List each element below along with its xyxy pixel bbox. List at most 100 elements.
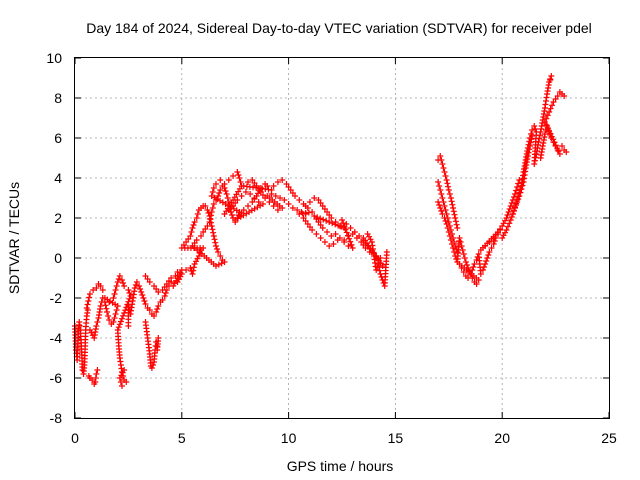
- y-tick-label: 4: [54, 170, 62, 186]
- data-point: [503, 215, 510, 221]
- data-point: [453, 221, 460, 228]
- data-point: [187, 233, 194, 239]
- data-point: [236, 175, 243, 181]
- data-point: [526, 138, 533, 145]
- data-point: [125, 287, 132, 293]
- data-point: [168, 275, 175, 281]
- data-point: [552, 142, 559, 149]
- data-point: [451, 211, 458, 218]
- data-point: [544, 124, 551, 131]
- data-point: [473, 281, 480, 287]
- data-point: [543, 121, 550, 128]
- data-point: [324, 229, 331, 235]
- data-point: [268, 191, 275, 197]
- data-point: [117, 318, 124, 325]
- data-point: [448, 198, 455, 205]
- data-point: [292, 193, 299, 199]
- data-point: [86, 294, 93, 301]
- data-point: [138, 289, 145, 295]
- data-point: [441, 169, 448, 175]
- data-point: [517, 186, 524, 193]
- data-point: [376, 267, 383, 274]
- data-point: [482, 243, 489, 249]
- y-tick-label: -8: [50, 410, 63, 426]
- data-point: [543, 115, 550, 122]
- data-point: [222, 188, 229, 194]
- data-point: [208, 193, 215, 199]
- data-point: [118, 383, 125, 389]
- data-point: [214, 246, 221, 252]
- data-point: [114, 279, 121, 285]
- data-point: [183, 267, 190, 273]
- data-point: [329, 220, 336, 227]
- data-point: [343, 229, 350, 236]
- data-point: [360, 235, 367, 241]
- y-tick-label: -2: [50, 290, 63, 306]
- data-point: [281, 197, 288, 203]
- data-point: [321, 239, 328, 245]
- data-point: [309, 227, 316, 233]
- data-point: [443, 221, 450, 227]
- data-point: [217, 187, 224, 193]
- data-point: [446, 191, 453, 197]
- data-point: [513, 187, 520, 194]
- data-point: [274, 179, 281, 185]
- data-point: [238, 193, 245, 199]
- data-point: [120, 312, 127, 319]
- data-point: [113, 283, 120, 289]
- data-point: [264, 183, 271, 189]
- data-point: [209, 189, 216, 195]
- data-point: [187, 265, 194, 271]
- data-point: [339, 217, 345, 223]
- data-point: [467, 271, 474, 277]
- data-point: [548, 73, 555, 79]
- data-point: [332, 221, 339, 228]
- data-point: [490, 241, 497, 247]
- data-point: [438, 208, 445, 214]
- data-point: [345, 233, 352, 239]
- data-point: [445, 183, 452, 190]
- data-point: [326, 243, 333, 249]
- data-point: [442, 173, 449, 179]
- data-point: [151, 313, 158, 319]
- data-point: [504, 223, 511, 230]
- data-point: [217, 253, 224, 259]
- data-point: [270, 203, 277, 209]
- data-point: [228, 212, 235, 218]
- data-point: [240, 183, 247, 189]
- data-point: [235, 172, 242, 178]
- data-point: [443, 177, 450, 183]
- data-point: [245, 179, 252, 185]
- data-point: [193, 215, 200, 221]
- data-point: [458, 265, 465, 271]
- data-point: [224, 195, 231, 201]
- data-point: [101, 295, 108, 301]
- data-point: [110, 319, 117, 325]
- data-point: [245, 203, 252, 209]
- data-point: [121, 367, 128, 373]
- data-point: [477, 271, 484, 277]
- data-point: [217, 177, 224, 183]
- data-point: [323, 217, 330, 224]
- data-point: [194, 211, 201, 217]
- data-point: [85, 298, 92, 304]
- data-point: [215, 193, 222, 199]
- data-point: [112, 287, 119, 293]
- data-point: [216, 190, 223, 196]
- data-point: [212, 239, 219, 246]
- data-point: [348, 241, 355, 248]
- data-point: [515, 180, 522, 187]
- data-point: [204, 223, 211, 229]
- data-point: [320, 216, 327, 223]
- y-tick-label: 2: [54, 210, 62, 226]
- data-point: [531, 157, 538, 164]
- data-point: [210, 185, 217, 191]
- data-point: [438, 157, 445, 163]
- data-point: [516, 190, 523, 196]
- data-point: [89, 377, 96, 383]
- data-point: [313, 231, 320, 237]
- data-point: [460, 269, 467, 275]
- data-point: [162, 290, 169, 296]
- data-point: [452, 215, 459, 221]
- data-point: [512, 191, 519, 197]
